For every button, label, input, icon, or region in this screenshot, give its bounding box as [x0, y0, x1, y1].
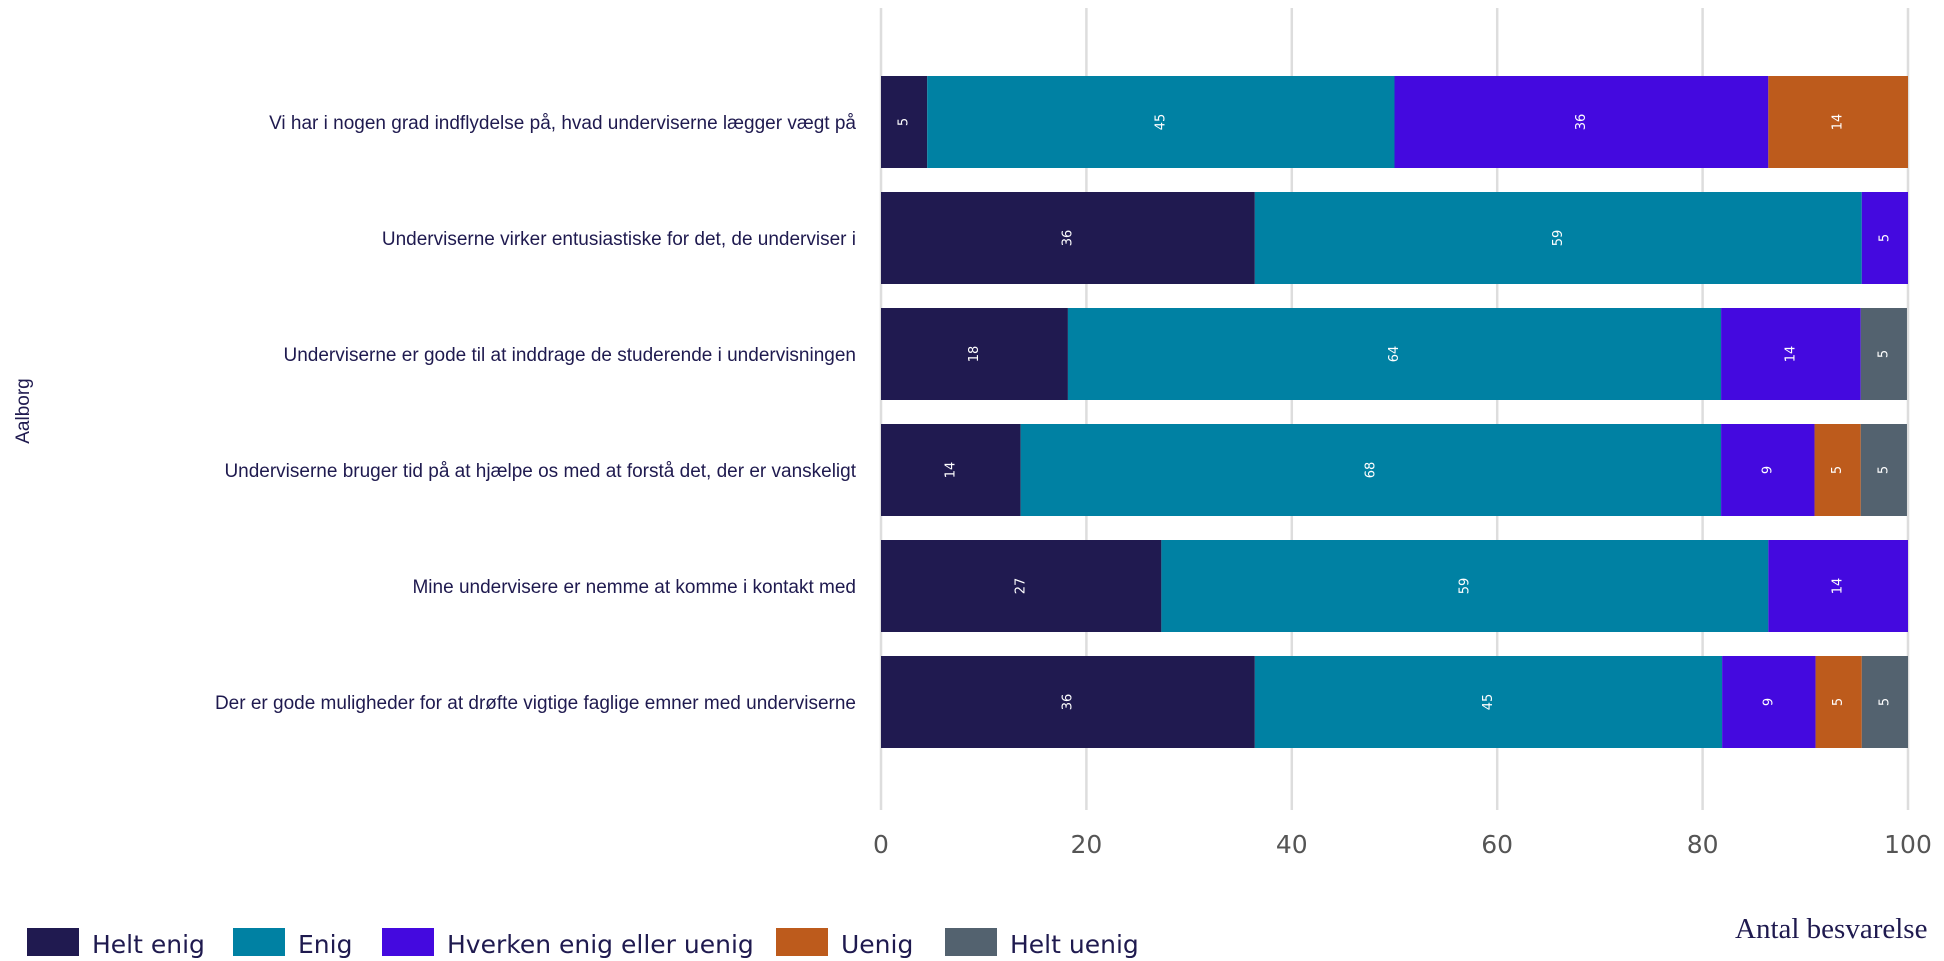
bar-segment — [881, 424, 1021, 516]
x-tick-label: 0 — [873, 830, 889, 859]
legend-swatch — [27, 928, 79, 956]
bar-segment — [881, 76, 928, 168]
data-label: 59 — [1457, 578, 1472, 595]
bar-segment — [1254, 656, 1723, 748]
data-label: 14 — [1831, 578, 1846, 595]
category-label: Vi har i nogen grad indflydelse på, hvad… — [269, 113, 856, 134]
data-label: 68 — [1363, 462, 1378, 479]
legend-label: Uenig — [841, 930, 913, 959]
data-label: 5 — [1830, 466, 1845, 474]
data-label: 36 — [1574, 114, 1589, 131]
data-label: 5 — [1831, 698, 1846, 706]
facet-label: Aalborg — [13, 378, 34, 444]
bar-segment — [1394, 76, 1769, 168]
x-tick-label: 60 — [1481, 830, 1513, 859]
category-label: Underviserne virker entusiastiske for de… — [382, 229, 856, 250]
bar-segment — [1860, 308, 1907, 400]
data-label: 9 — [1760, 466, 1775, 474]
bar-segment — [1861, 656, 1908, 748]
bar-segment — [881, 540, 1162, 632]
bar-segment — [927, 76, 1395, 168]
bar-segment — [1721, 308, 1861, 400]
data-label: 14 — [1831, 114, 1846, 131]
bar-segment — [1814, 424, 1861, 516]
bar-segment — [1721, 424, 1815, 516]
category-label: Der er gode muligheder for at drøfte vig… — [215, 693, 856, 714]
bar-segment — [1860, 424, 1907, 516]
bar-segment — [881, 192, 1255, 284]
x-tick-label: 20 — [1070, 830, 1102, 859]
data-label: 5 — [1876, 350, 1891, 358]
data-label: 36 — [1060, 230, 1075, 247]
legend: Helt enig Enig Hverken enig eller uenig Uen… — [27, 928, 1139, 959]
bar-segment — [1768, 540, 1908, 632]
legend-label: Helt uenig — [1010, 930, 1139, 959]
category-label: Underviserne er gode til at inddrage de … — [284, 345, 857, 366]
x-tick-label: 40 — [1276, 830, 1308, 859]
x-tick-label: 80 — [1687, 830, 1719, 859]
data-label: 5 — [1877, 698, 1892, 706]
bar-segment — [1861, 192, 1908, 284]
category-label: Mine undervisere er nemme at komme i kon… — [412, 577, 856, 598]
data-label: 59 — [1551, 230, 1566, 247]
legend-swatch — [233, 928, 285, 956]
data-label: 64 — [1387, 346, 1402, 363]
bar-segment — [881, 656, 1255, 748]
legend-label: Hverken enig eller uenig — [447, 930, 754, 959]
bar-segment — [1161, 540, 1769, 632]
data-label: 45 — [1153, 114, 1168, 131]
bar-segment — [1020, 424, 1722, 516]
bar-segment — [881, 308, 1068, 400]
legend-swatch — [382, 928, 434, 956]
data-label: 5 — [897, 118, 912, 126]
data-label: 5 — [1877, 234, 1892, 242]
data-label: 14 — [943, 462, 958, 479]
bar-segment — [1768, 76, 1908, 168]
legend-swatch — [945, 928, 997, 956]
data-label: 14 — [1783, 346, 1798, 363]
data-label: 5 — [1876, 466, 1891, 474]
x-tick-label: 100 — [1884, 830, 1932, 859]
bar-segment — [1067, 308, 1722, 400]
bar-segment — [1254, 192, 1862, 284]
data-label: 9 — [1761, 698, 1776, 706]
legend-swatch — [776, 928, 828, 956]
data-label: 18 — [967, 346, 982, 363]
legend-label: Helt enig — [92, 930, 205, 959]
x-axis-ticks: 0 20 40 60 80 100 — [873, 830, 1932, 859]
data-label: 27 — [1014, 578, 1029, 595]
x-axis-title: Antal besvarelse — [1735, 913, 1927, 945]
bars: 5 45 36 14 36 59 5 18 64 14 5 14 68 9 5 5 27 59 14 36 45 9 5 5 — [881, 76, 1908, 748]
category-labels: Vi har i nogen grad indflydelse på, hvad… — [215, 113, 857, 714]
bar-segment — [1815, 656, 1862, 748]
data-label: 36 — [1060, 694, 1075, 711]
bar-segment — [1722, 656, 1816, 748]
category-label: Underviserne bruger tid på at hjælpe os … — [224, 461, 856, 482]
data-label: 45 — [1481, 694, 1496, 711]
legend-label: Enig — [298, 930, 352, 959]
